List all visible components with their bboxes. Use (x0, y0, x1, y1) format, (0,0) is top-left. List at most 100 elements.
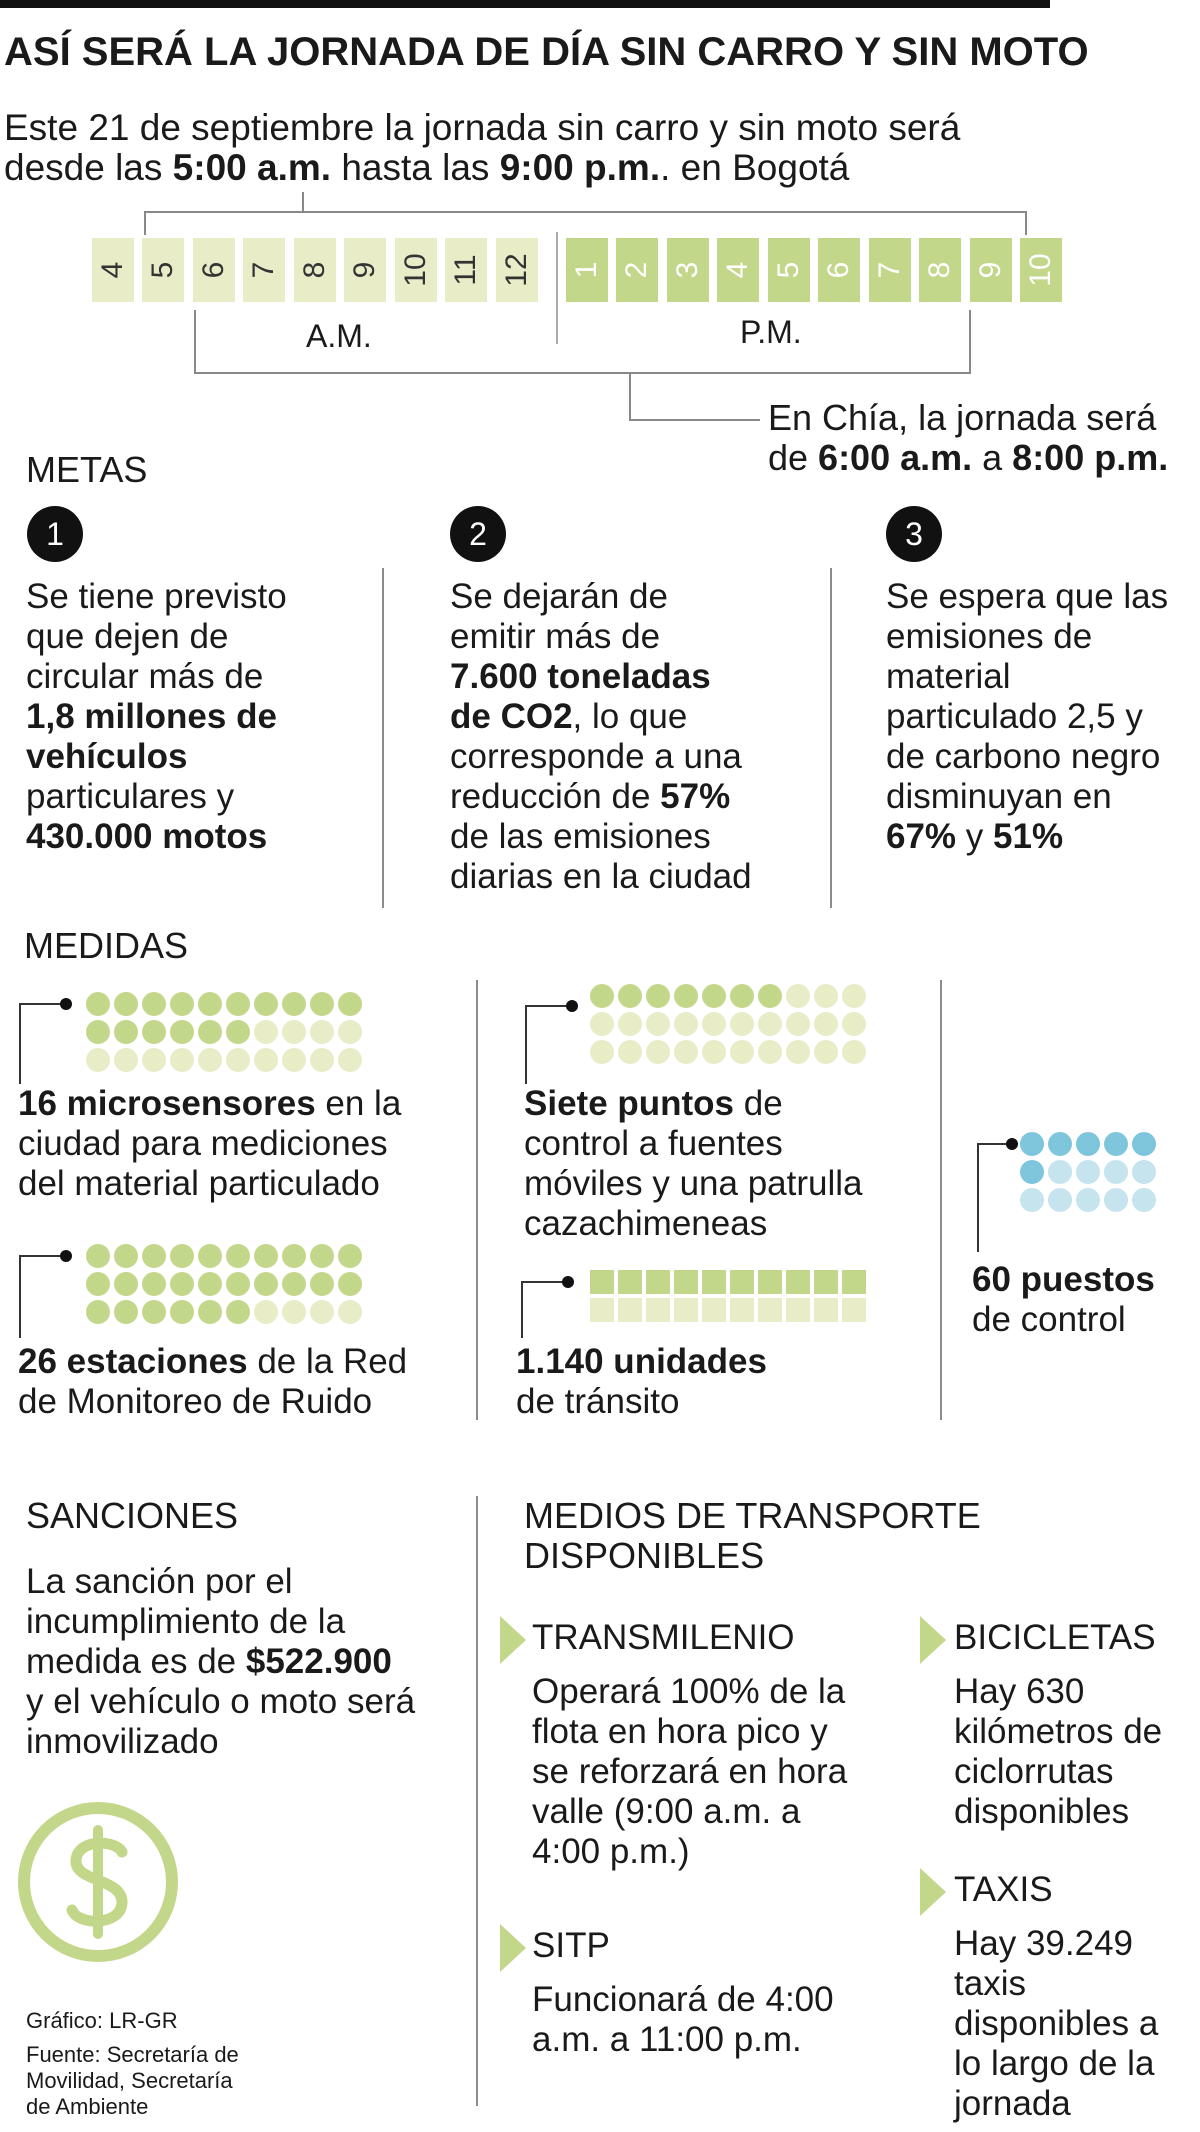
sensor-dot-filled (254, 992, 278, 1016)
meta-3-line: disminuyan en (886, 777, 1112, 816)
estaciones-connector (19, 1255, 66, 1338)
hour-label: 5 (146, 261, 179, 279)
unidad-square-filled (814, 1270, 838, 1294)
puntos-line3: móviles y una patrulla (524, 1164, 863, 1203)
transmilenio-arrow-icon (500, 1616, 526, 1664)
sensor-dot-empty (226, 1048, 250, 1072)
unidad-square-filled (758, 1270, 782, 1294)
meta-1-bold: 1,8 millones de (26, 697, 277, 736)
sitp-line: a.m. a 11:00 p.m. (532, 2020, 802, 2059)
punto-dot-empty (786, 984, 810, 1008)
transporte-heading-line2: DISPONIBLES (524, 1535, 765, 1576)
unidad-square-filled (730, 1270, 754, 1294)
puntos-bold: Siete puntos (524, 1084, 735, 1123)
meta-2-bold: 57% (660, 777, 731, 816)
unidad-square-empty (590, 1298, 614, 1322)
estacion-dot-filled (338, 1244, 362, 1268)
unidad-square-empty (786, 1298, 810, 1322)
sanciones-line: medida es de $522.900 (26, 1642, 415, 1682)
sitp-arrow-icon (500, 1924, 526, 1972)
top-rule (0, 0, 1050, 8)
intro-start-time: 5:00 a.m. (172, 147, 332, 188)
hour-am-11: 11 (445, 238, 487, 302)
chia-text: En Chía, la jornada será de 6:00 a.m. a … (768, 398, 1168, 478)
punto-dot-empty (702, 1040, 726, 1064)
metas-divider-2 (830, 568, 832, 908)
punto-dot-empty (758, 1040, 782, 1064)
estacion-dot-filled (142, 1272, 166, 1296)
pm-label: P.M. (740, 314, 802, 350)
estacion-dot-filled (254, 1244, 278, 1268)
sensores-line3: del material particulado (18, 1164, 380, 1203)
unidades-text: 1.140 unidades de tránsito (516, 1342, 767, 1422)
chia-de: de (768, 437, 819, 478)
hour-am-6: 6 (193, 238, 235, 302)
hour-label: 5 (772, 261, 805, 279)
connector-pin (562, 1276, 574, 1288)
transmilenio-line: 4:00 p.m.) (532, 1832, 690, 1871)
bicicletas-line: ciclorrutas (954, 1752, 1114, 1791)
taxis-line: lo largo de la (954, 2044, 1155, 2083)
puesto-dot-empty (1076, 1188, 1100, 1212)
hour-pm-7: 7 (869, 238, 911, 302)
hour-pm-8: 8 (919, 238, 961, 302)
sensor-dot-filled (114, 992, 138, 1016)
transporte-heading-line1: MEDIOS DE TRANSPORTE (524, 1495, 981, 1536)
intro-desde: desde las (4, 147, 173, 188)
bicicletas-line: disponibles (954, 1792, 1130, 1831)
intro-line1: Este 21 de septiembre la jornada sin car… (4, 107, 961, 148)
punto-dot-filled (590, 984, 614, 1008)
taxis-line: disponibles a (954, 2004, 1159, 2043)
punto-dot-filled (702, 984, 726, 1008)
estacion-dot-filled (170, 1244, 194, 1268)
meta-3-bold: 51% (993, 817, 1064, 856)
puntos-text: Siete puntos de control a fuentes móvile… (524, 1084, 863, 1244)
hour-am-4: 4 (92, 238, 134, 302)
unidades-bold: 1.140 unidades (516, 1342, 767, 1381)
estacion-dot-empty (282, 1300, 306, 1324)
taxis-arrow-icon (920, 1868, 946, 1916)
estacion-dot-filled (198, 1272, 222, 1296)
sensores-connector (19, 1003, 66, 1084)
bicicletas-line: kilómetros de (954, 1712, 1163, 1751)
meta-2-line: reducción de 57% (450, 777, 752, 817)
puesto-dot-filled (1048, 1132, 1072, 1156)
sensor-dot-empty (338, 1020, 362, 1044)
connector-pin (1006, 1138, 1018, 1150)
unidad-square-filled (646, 1270, 670, 1294)
transporte-divider (476, 1496, 478, 2106)
estacion-dot-filled (226, 1244, 250, 1268)
sensor-dot-empty (114, 1048, 138, 1072)
estaciones-rest: de la Red (247, 1342, 408, 1381)
sensor-dot-filled (170, 992, 194, 1016)
meta-1-text: Se tiene previsto que dejen de circular … (26, 577, 287, 857)
estaciones-line1: 26 estaciones de la Red (18, 1342, 407, 1382)
estacion-dot-filled (142, 1300, 166, 1324)
punto-dot-empty (590, 1012, 614, 1036)
hour-label: 2 (620, 261, 653, 279)
hour-label: 9 (348, 261, 381, 279)
meta-2-line: corresponde a una (450, 737, 742, 776)
estacion-dot-filled (254, 1272, 278, 1296)
sensor-dot-filled (198, 1020, 222, 1044)
unidad-square-empty (814, 1298, 838, 1322)
estacion-dot-filled (310, 1244, 334, 1268)
hour-pm-1: 1 (566, 238, 608, 302)
sensores-text: 16 microsensores en la ciudad para medic… (18, 1084, 401, 1204)
hour-label: 6 (197, 261, 230, 279)
puesto-dot-empty (1132, 1160, 1156, 1184)
puntos-connector (525, 1005, 572, 1084)
estaciones-line2: de Monitoreo de Ruido (18, 1382, 373, 1421)
sensor-dot-filled (198, 992, 222, 1016)
sensor-dot-empty (282, 1020, 306, 1044)
intro-text: Este 21 de septiembre la jornada sin car… (4, 108, 960, 188)
sensor-dot-empty (254, 1048, 278, 1072)
sensor-dot-filled (310, 992, 334, 1016)
bicicletas-line: Hay 630 (954, 1672, 1085, 1711)
hour-label: 3 (671, 261, 704, 279)
punto-dot-empty (814, 984, 838, 1008)
estaciones-text: 26 estaciones de la Red de Monitoreo de … (18, 1342, 407, 1422)
punto-dot-empty (702, 1012, 726, 1036)
transmilenio-line: se reforzará en hora (532, 1752, 848, 1791)
unidad-square-empty (758, 1298, 782, 1322)
